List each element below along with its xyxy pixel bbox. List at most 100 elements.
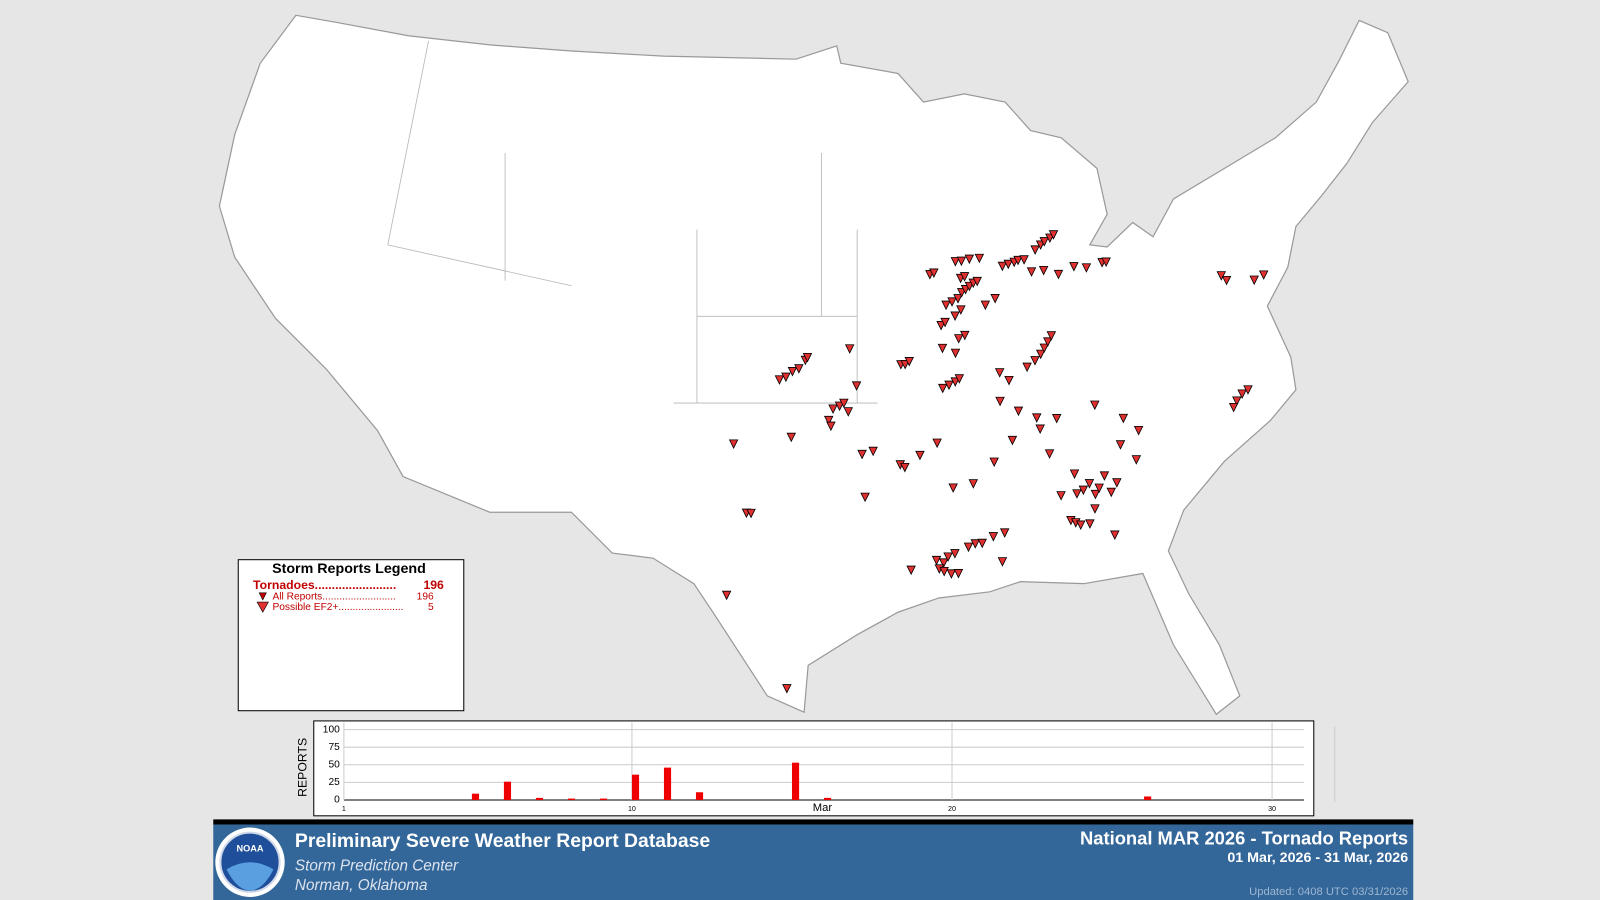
tornado-marker bbox=[900, 360, 910, 370]
footer-title: Preliminary Severe Weather Report Databa… bbox=[295, 830, 711, 852]
tornado-marker bbox=[997, 261, 1008, 272]
us-map bbox=[218, 14, 1409, 716]
tornado-marker bbox=[968, 479, 979, 489]
tornado-marker bbox=[802, 352, 813, 363]
tornado-marker bbox=[1110, 530, 1120, 541]
tornado-marker bbox=[1056, 491, 1066, 501]
tornado-marker bbox=[943, 552, 953, 562]
tornado-marker bbox=[1106, 487, 1117, 498]
tornado-marker bbox=[1030, 245, 1040, 255]
tornado-marker bbox=[989, 457, 999, 468]
tornado-marker bbox=[990, 294, 1000, 304]
tornado-marker bbox=[834, 401, 845, 412]
tornado-marker bbox=[746, 508, 756, 519]
tornado-marker bbox=[953, 294, 963, 304]
tornado-marker bbox=[1094, 483, 1104, 494]
bar bbox=[567, 798, 576, 800]
tornado-marker bbox=[1035, 349, 1046, 360]
tornado-marker bbox=[950, 311, 960, 322]
tornado-marker bbox=[1115, 440, 1126, 450]
tornado-marker bbox=[1228, 402, 1239, 413]
legend: Storm Reports Legend Tornadoes..........… bbox=[237, 559, 465, 712]
tornado-marker bbox=[1112, 478, 1122, 488]
tornado-marker bbox=[851, 381, 862, 391]
tornado-marker bbox=[900, 462, 910, 473]
tornado-marker bbox=[938, 558, 949, 568]
tornado-marker bbox=[1243, 385, 1253, 395]
footer-location: Norman, Oklahoma bbox=[295, 877, 428, 894]
bar bbox=[503, 781, 512, 800]
tornado-marker bbox=[1072, 489, 1082, 499]
logo-text: NOAA bbox=[236, 843, 263, 853]
tornado-marker bbox=[940, 317, 950, 328]
tornado-marker bbox=[1019, 255, 1029, 265]
tornado-marker bbox=[781, 372, 791, 383]
x-tick-label: 10 bbox=[628, 805, 636, 813]
tornado-marker bbox=[1004, 375, 1014, 386]
y-tick-label: 0 bbox=[334, 795, 340, 806]
tornado-marker bbox=[1216, 271, 1227, 281]
tornado-marker bbox=[997, 557, 1008, 567]
tornado-marker bbox=[964, 254, 975, 265]
tornado-marker bbox=[1044, 449, 1055, 459]
x-axis-label: Mar bbox=[813, 802, 833, 814]
tornado-marker bbox=[1078, 485, 1089, 496]
tornado-marker bbox=[1022, 362, 1032, 373]
report-markers bbox=[721, 230, 1269, 694]
tornado-marker bbox=[995, 396, 1005, 407]
x-tick-label: 20 bbox=[948, 805, 956, 813]
updated: Updated: 0408 UTC 03/31/2026 bbox=[1249, 886, 1408, 898]
x-tick-label: 30 bbox=[1268, 805, 1276, 813]
tornado-marker bbox=[1075, 520, 1086, 531]
footer: NOAA Preliminary Severe Weather Report D… bbox=[213, 819, 1414, 900]
bar bbox=[695, 792, 704, 800]
tornado-marker bbox=[1069, 262, 1079, 272]
tornado-marker bbox=[1039, 343, 1050, 354]
tornado-marker bbox=[721, 590, 732, 601]
state-lines bbox=[387, 40, 878, 404]
footer-org: Storm Prediction Center bbox=[295, 857, 459, 874]
tornado-marker bbox=[1131, 455, 1142, 465]
tornado-marker bbox=[1003, 259, 1014, 270]
y-tick-label: 50 bbox=[328, 759, 340, 770]
tornado-marker bbox=[828, 404, 838, 414]
tornado-marker bbox=[937, 383, 948, 394]
tornado-marker bbox=[950, 549, 960, 559]
tornado-marker bbox=[1085, 519, 1095, 529]
legend-box bbox=[237, 559, 465, 712]
tornado-marker bbox=[1232, 396, 1242, 406]
bar bbox=[631, 774, 640, 800]
tornado-marker bbox=[1026, 267, 1037, 277]
y-tick-label: 75 bbox=[328, 742, 340, 753]
tornado-marker bbox=[939, 566, 949, 577]
tornado-marker bbox=[954, 374, 965, 384]
tornado-marker bbox=[931, 555, 942, 566]
tornado-marker bbox=[839, 398, 849, 409]
y-tick-label: 100 bbox=[323, 724, 340, 735]
tornado-marker bbox=[1084, 479, 1095, 489]
tornado-marker bbox=[988, 532, 999, 542]
tornado-marker bbox=[1032, 413, 1042, 423]
tornado-marker bbox=[1051, 414, 1062, 424]
tornado-marker bbox=[963, 542, 974, 553]
tornado-marker bbox=[1090, 400, 1100, 411]
tornado-marker bbox=[1048, 230, 1059, 240]
tornado-marker bbox=[941, 300, 951, 311]
tornado-marker bbox=[1090, 489, 1101, 500]
bar bbox=[471, 793, 480, 800]
tornado-marker bbox=[844, 344, 855, 354]
tornado-marker bbox=[944, 380, 954, 391]
tornado-marker bbox=[937, 343, 948, 354]
bar bbox=[823, 797, 832, 800]
tornado-marker bbox=[950, 257, 961, 267]
tornado-marker bbox=[782, 684, 792, 694]
tornado-marker bbox=[1258, 270, 1269, 280]
tornado-marker bbox=[950, 377, 960, 387]
tornado-marker bbox=[1013, 255, 1023, 266]
tornado-marker bbox=[787, 367, 798, 377]
tornado-marker bbox=[1043, 337, 1053, 347]
tornado-marker bbox=[956, 256, 967, 267]
x-tick-label: 1 bbox=[342, 805, 346, 813]
tornado-marker bbox=[959, 272, 970, 282]
tornado-marker bbox=[915, 450, 925, 461]
